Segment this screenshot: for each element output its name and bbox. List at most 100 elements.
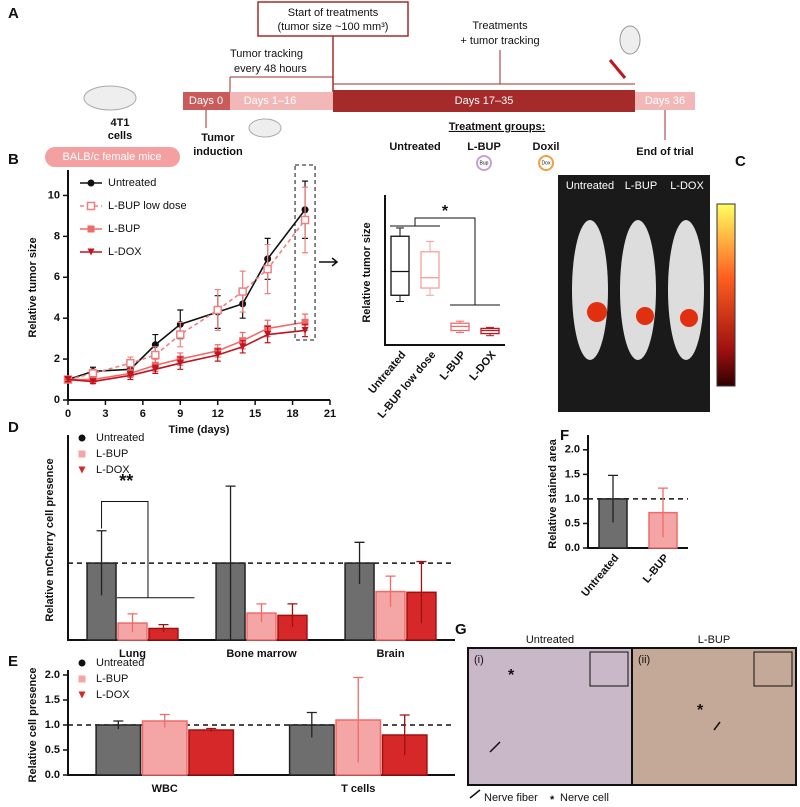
mouse bbox=[668, 220, 704, 360]
y-tick-label: 1.0 bbox=[565, 493, 580, 505]
label: Tumor bbox=[201, 132, 235, 144]
bar bbox=[95, 724, 142, 776]
x-tick-label: L-BUP bbox=[641, 552, 672, 585]
y-tick-label: 1.5 bbox=[565, 468, 580, 480]
y-tick-label: 1.5 bbox=[45, 694, 60, 706]
x-axis-label: Time (days) bbox=[169, 424, 230, 436]
histology-panel: Untreated L-BUP (i) (ii) * * Nerve fiber… bbox=[467, 634, 797, 806]
panel-label: E bbox=[8, 653, 18, 670]
segment-label: Days 36 bbox=[645, 95, 685, 107]
error-bar bbox=[306, 711, 317, 738]
marker bbox=[89, 378, 97, 386]
label: Start of treatments bbox=[288, 7, 379, 19]
segment-label: Days 0 bbox=[189, 95, 223, 107]
panel-label: C bbox=[735, 153, 746, 170]
y-tick-label: 2 bbox=[54, 353, 60, 365]
marker bbox=[151, 350, 160, 360]
error-bar bbox=[127, 613, 138, 633]
image bbox=[467, 647, 633, 786]
annotation: ** bbox=[119, 471, 133, 491]
mouse-icon bbox=[83, 85, 137, 111]
x-tick-label: Untreated bbox=[579, 552, 621, 599]
syringe-icon bbox=[608, 59, 627, 79]
star: * bbox=[550, 794, 555, 806]
x-tick-label: 18 bbox=[286, 408, 298, 420]
marker bbox=[263, 264, 272, 274]
y-tick-label: 0.0 bbox=[565, 542, 580, 554]
mouse bbox=[620, 220, 656, 360]
y-axis-label: Relative stained area bbox=[547, 438, 559, 548]
segment bbox=[230, 92, 333, 110]
y-axis-label: Relative tumor size bbox=[361, 222, 373, 322]
y-tick-label: 8 bbox=[54, 230, 60, 242]
y-axis-label: Relative cell presence bbox=[27, 668, 39, 783]
label: Untreated bbox=[526, 634, 574, 646]
marker bbox=[86, 201, 96, 211]
legend-label: L-DOX bbox=[96, 689, 130, 701]
x-tick-label: 21 bbox=[324, 408, 336, 420]
error-bar bbox=[206, 727, 217, 732]
inset bbox=[753, 651, 793, 687]
mice-pill bbox=[45, 147, 180, 167]
legend-label: L-DOX bbox=[108, 246, 142, 258]
marker bbox=[176, 359, 184, 367]
label: Doxil bbox=[533, 141, 560, 153]
imaging-panel: Untreated L-BUP L-DOX bbox=[558, 175, 736, 412]
error-bar bbox=[113, 720, 124, 729]
x-tick-label: 3 bbox=[102, 408, 108, 420]
segment-label: Days 17–35 bbox=[455, 95, 514, 107]
y-tick-label: 10 bbox=[48, 189, 60, 201]
series-line bbox=[67, 329, 306, 383]
y-tick-label: 4 bbox=[54, 312, 61, 324]
star: * bbox=[508, 667, 515, 684]
box bbox=[390, 235, 410, 296]
error-bar bbox=[96, 530, 107, 596]
legend: Nerve fiber bbox=[484, 792, 538, 804]
colorbar bbox=[716, 203, 736, 387]
series-line bbox=[67, 209, 306, 381]
legend-label: L-BUP low dose bbox=[108, 200, 187, 212]
x-tick-label: L-BUP bbox=[438, 349, 469, 382]
error-bar bbox=[287, 603, 298, 627]
arrow bbox=[319, 257, 339, 267]
panel-label: A bbox=[8, 5, 19, 22]
label: L-DOX bbox=[670, 180, 704, 192]
marker bbox=[126, 358, 135, 368]
marker bbox=[78, 450, 86, 458]
y-tick-label: 0.5 bbox=[565, 517, 580, 529]
error-bar bbox=[608, 474, 618, 523]
marker bbox=[300, 215, 310, 225]
marker bbox=[126, 371, 134, 379]
error-bar bbox=[158, 623, 169, 633]
liposome-icon bbox=[538, 155, 554, 171]
y-tick-label: 2.0 bbox=[565, 444, 580, 456]
marker bbox=[301, 318, 309, 326]
error-bar bbox=[399, 714, 410, 755]
label: Tumor tracking bbox=[230, 48, 303, 60]
y-tick-label: 6 bbox=[54, 271, 60, 283]
label: Bup bbox=[480, 160, 489, 166]
label: 4T1 bbox=[111, 117, 130, 129]
label: (tumor size ~100 mm³) bbox=[278, 21, 389, 33]
marker bbox=[64, 376, 72, 384]
x-tick-label: Brain bbox=[376, 648, 404, 660]
label: (i) bbox=[474, 654, 484, 666]
y-tick-label: 0 bbox=[54, 394, 60, 406]
x-tick-label: 0 bbox=[65, 408, 71, 420]
axis bbox=[384, 195, 505, 346]
marker bbox=[88, 369, 98, 378]
label: every 48 hours bbox=[234, 63, 307, 75]
liposome-icon bbox=[476, 155, 492, 171]
box bbox=[420, 251, 440, 289]
marker bbox=[87, 225, 95, 233]
start-box bbox=[257, 1, 409, 37]
segment bbox=[333, 90, 635, 112]
label: BALB/c female mice bbox=[62, 151, 161, 163]
x-tick-label: L-DOX bbox=[467, 349, 499, 383]
arrow bbox=[489, 741, 501, 753]
y-tick-label: 2.0 bbox=[45, 669, 60, 681]
marker bbox=[176, 330, 185, 339]
legend-label: L-BUP bbox=[96, 448, 128, 460]
x-tick-label: 6 bbox=[140, 408, 146, 420]
